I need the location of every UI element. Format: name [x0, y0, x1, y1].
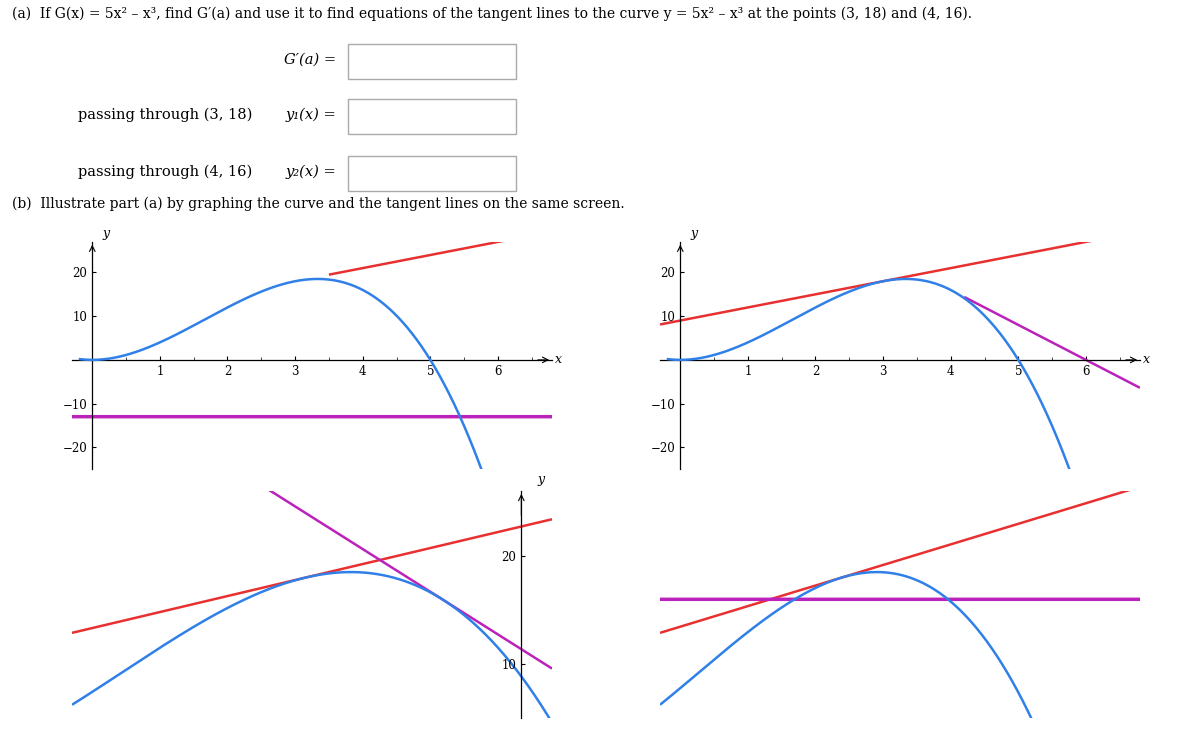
FancyBboxPatch shape — [348, 44, 516, 79]
Text: G′(a) =: G′(a) = — [284, 52, 336, 67]
Text: y₁(x) =: y₁(x) = — [286, 107, 336, 122]
FancyBboxPatch shape — [348, 99, 516, 134]
Text: y: y — [538, 473, 545, 486]
Text: x: x — [1144, 353, 1151, 366]
Text: passing through (3, 18): passing through (3, 18) — [78, 107, 252, 122]
Text: y: y — [690, 226, 697, 240]
Text: (a)  If G(x) = 5x² – x³, find G′(a) and use it to find equations of the tangent : (a) If G(x) = 5x² – x³, find G′(a) and u… — [12, 7, 972, 21]
Text: passing through (4, 16): passing through (4, 16) — [78, 164, 252, 179]
Text: (b)  Illustrate part (a) by graphing the curve and the tangent lines on the same: (b) Illustrate part (a) by graphing the … — [12, 196, 625, 211]
Text: y₂(x) =: y₂(x) = — [286, 164, 336, 179]
Text: x: x — [556, 353, 563, 366]
FancyBboxPatch shape — [348, 156, 516, 191]
Text: y: y — [102, 226, 109, 240]
